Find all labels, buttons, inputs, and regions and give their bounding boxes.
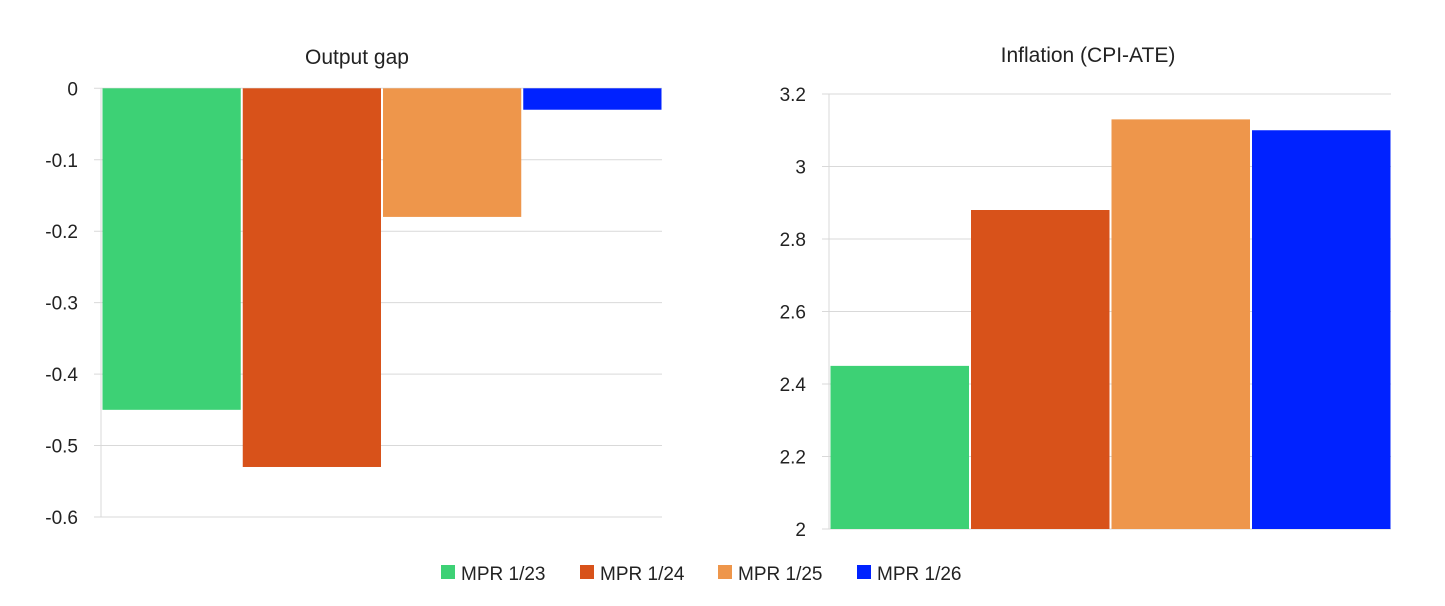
left-chart-title: Output gap [305, 46, 409, 69]
y-tick-label: 2.2 [780, 448, 806, 469]
right-chart-title: Inflation (CPI-ATE) [1001, 44, 1176, 67]
y-tick-label: -0.6 [45, 508, 78, 529]
legend-swatch [857, 565, 871, 579]
y-tick-label: 0 [67, 79, 78, 100]
y-tick-label: 3 [795, 158, 806, 179]
bar-mpr-1-25 [383, 88, 522, 217]
legend-swatch [441, 565, 455, 579]
bar-mpr-1-26 [1252, 130, 1391, 529]
legend: MPR 1/23 MPR 1/24 MPR 1/25 MPR 1/26 [441, 564, 961, 585]
legend-label: MPR 1/24 [600, 564, 685, 585]
y-tick-label: 3.2 [780, 85, 806, 106]
y-tick-label: 2.4 [780, 375, 807, 396]
legend-label: MPR 1/23 [461, 564, 545, 585]
y-tick-label: 2.8 [780, 230, 806, 251]
y-tick-label: -0.1 [45, 151, 78, 172]
bar-mpr-1-25 [1111, 119, 1250, 529]
bar-mpr-1-24 [971, 210, 1110, 529]
y-tick-label: 2 [795, 520, 806, 541]
y-tick-label: -0.3 [45, 294, 78, 315]
right-plot: 3.2 3 2.8 2.6 2.4 2.2 2 [780, 85, 1391, 541]
bar-mpr-1-26 [523, 88, 662, 110]
y-tick-label: -0.5 [45, 437, 78, 458]
legend-label: MPR 1/25 [738, 564, 822, 585]
y-tick-label: -0.2 [45, 222, 78, 243]
legend-swatch [718, 565, 732, 579]
bar-mpr-1-23 [102, 88, 241, 410]
legend-swatch [580, 565, 594, 579]
y-tick-label: -0.4 [45, 365, 78, 386]
left-plot: 0 -0.1 -0.2 -0.3 -0.4 -0.5 -0.6 [45, 79, 662, 529]
bar-mpr-1-23 [830, 365, 969, 529]
bar-mpr-1-24 [242, 88, 381, 467]
legend-label: MPR 1/26 [877, 564, 961, 585]
y-tick-label: 2.6 [780, 303, 806, 324]
